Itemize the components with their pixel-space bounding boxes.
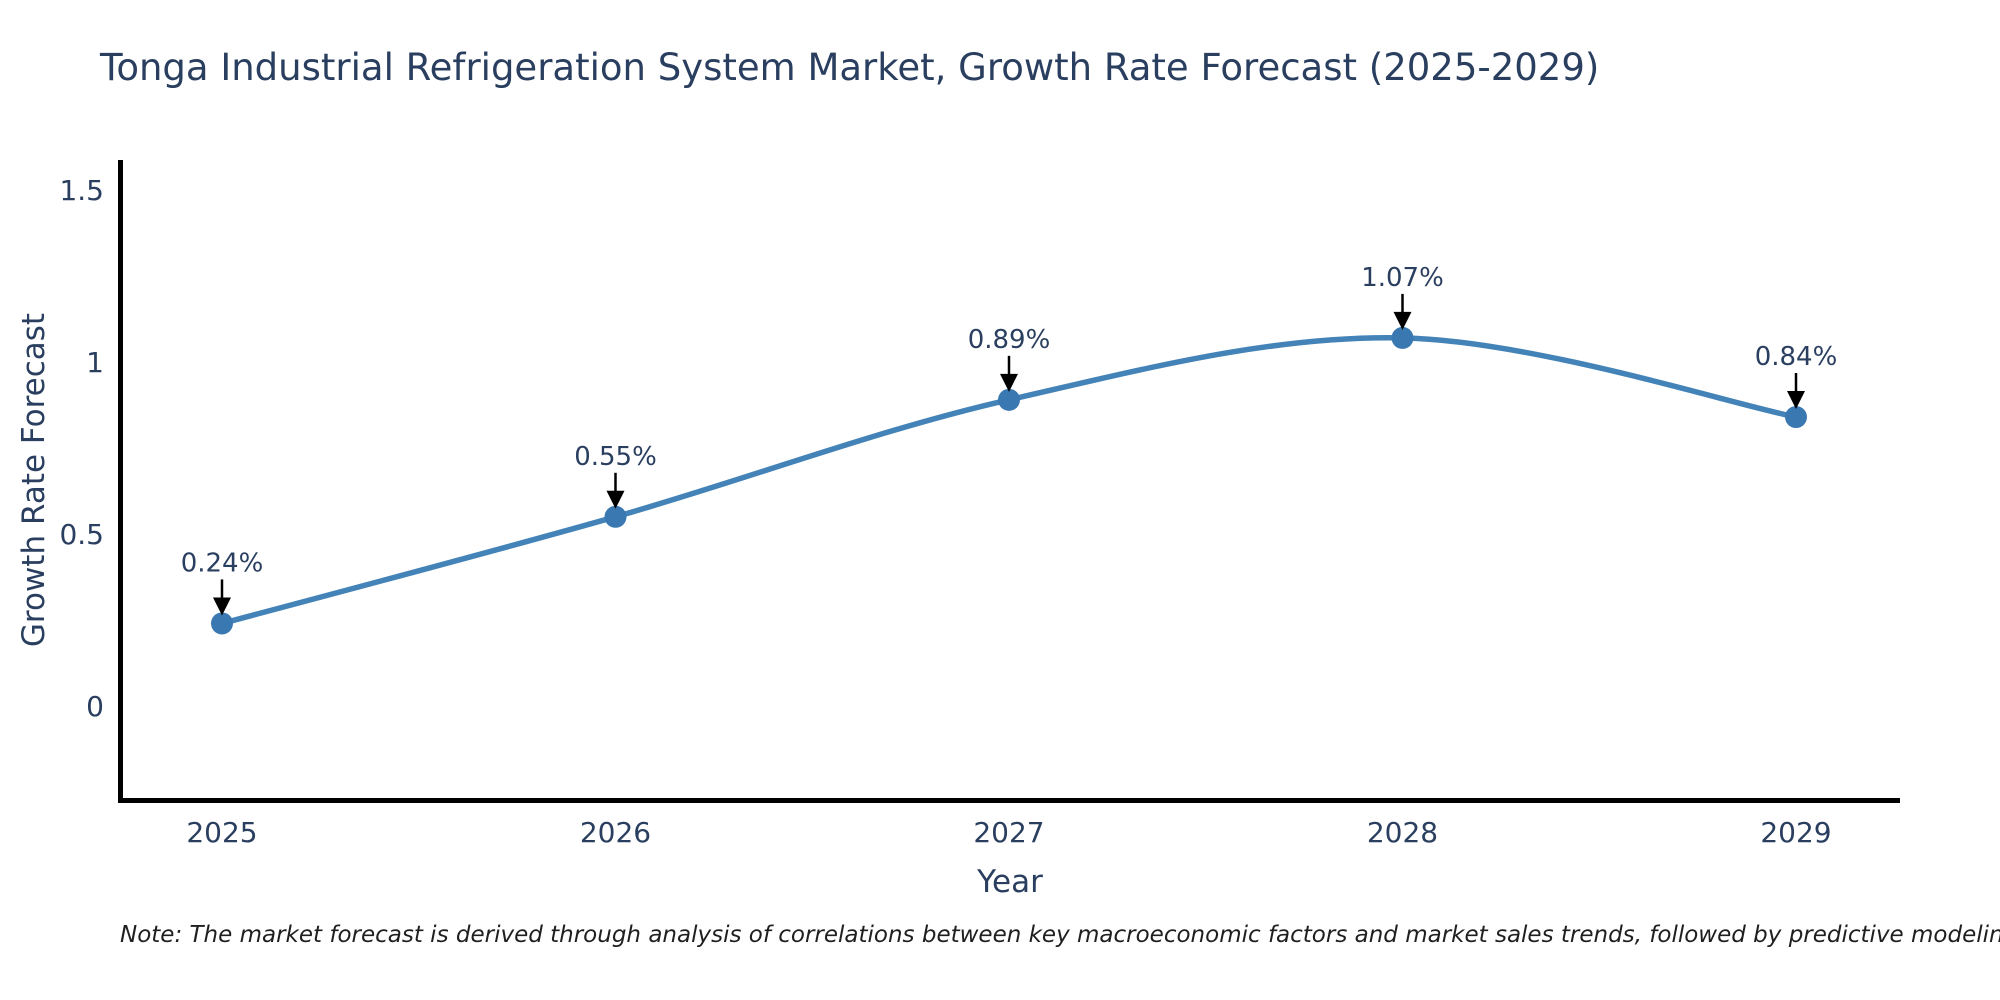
data-point-marker [998, 388, 1020, 411]
y-tick-label: 1.5 [59, 174, 104, 207]
annotation-label: 0.24% [181, 548, 264, 578]
annotation-arrowhead [1787, 391, 1805, 410]
annotation-label: 1.07% [1361, 263, 1444, 293]
chart-title: Tonga Industrial Refrigeration System Ma… [100, 46, 1600, 89]
x-axis-title: Year [977, 864, 1043, 900]
x-tick-label: 2028 [1367, 816, 1438, 849]
x-tick-label: 2026 [580, 816, 651, 849]
annotation-arrowhead [1393, 311, 1412, 330]
x-tick-label: 2027 [973, 816, 1044, 849]
data-point-marker [1785, 406, 1807, 429]
y-tick-label: 1 [86, 346, 104, 379]
x-tick-label: 2025 [186, 816, 257, 849]
x-tick-label: 2029 [1760, 816, 1831, 849]
x-axis-line [118, 798, 1900, 803]
annotation-arrowhead [1000, 373, 1018, 392]
data-point-marker [604, 505, 627, 528]
y-axis-line [118, 160, 123, 803]
annotation-label: 0.55% [574, 442, 657, 472]
y-tick-label: 0 [86, 690, 104, 723]
footnote: Note: The market forecast is derived thr… [120, 922, 2000, 948]
data-point-marker [211, 612, 233, 635]
y-tick-label: 0.5 [59, 518, 104, 551]
data-point-marker [1391, 326, 1414, 349]
annotation-arrowhead [213, 597, 231, 616]
annotation-label: 0.84% [1755, 342, 1838, 372]
annotation-label: 0.89% [968, 325, 1051, 355]
annotation-arrowhead [606, 490, 625, 509]
